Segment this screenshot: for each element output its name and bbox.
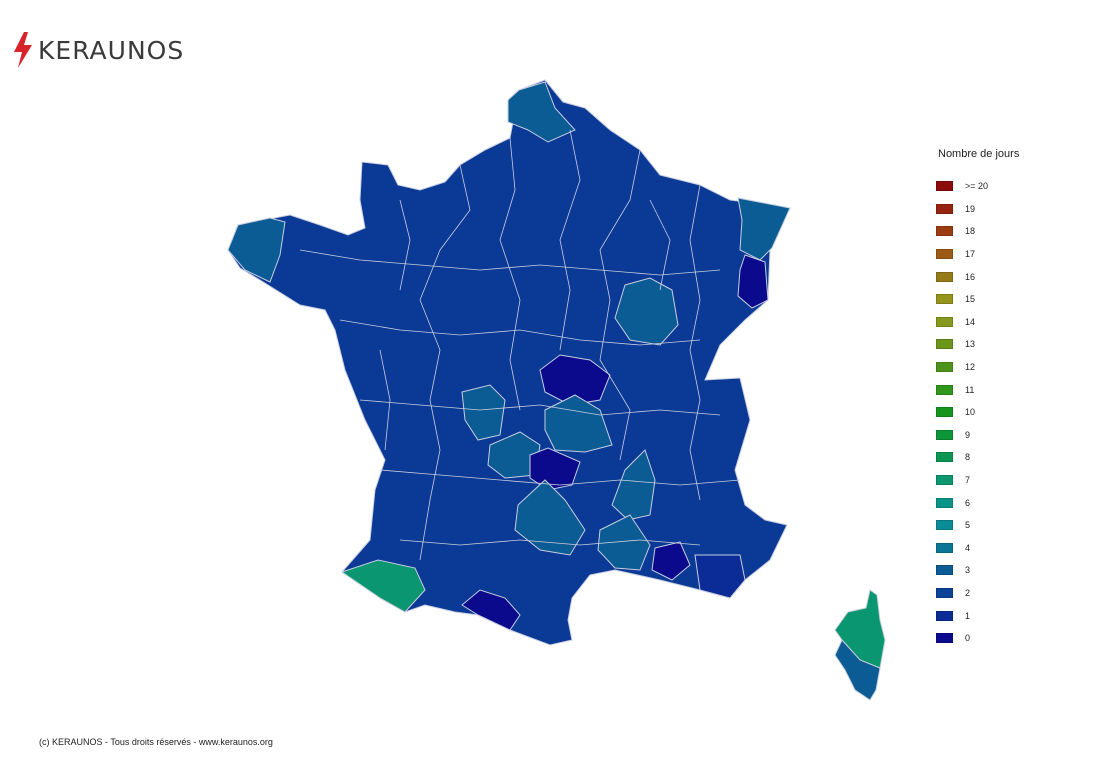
dept-creuse xyxy=(461,384,506,441)
legend-swatch xyxy=(936,407,953,418)
legend-swatch xyxy=(936,203,953,214)
france-map xyxy=(210,70,810,710)
legend-label: 19 xyxy=(965,203,976,214)
legend-item: 10 xyxy=(936,401,1076,424)
dept-gard xyxy=(597,514,651,571)
legend-swatch xyxy=(936,587,953,598)
keraunos-logo: KERAUNOS xyxy=(10,30,184,70)
department-borders xyxy=(299,129,741,561)
legend-swatch xyxy=(936,610,953,621)
legend-item: 2 xyxy=(936,582,1076,605)
legend-label: 3 xyxy=(965,565,971,576)
legend-label: 0 xyxy=(965,633,971,644)
legend-item: 13 xyxy=(936,333,1076,356)
legend-swatch xyxy=(936,497,953,508)
legend-item: 8 xyxy=(936,446,1076,469)
legend-swatch xyxy=(936,565,953,576)
dept-finistere xyxy=(227,217,286,283)
dept-haut-rhin xyxy=(737,254,769,309)
legend-label: 5 xyxy=(965,520,971,531)
dept-haute-saone xyxy=(614,277,679,346)
legend-item: >= 20 xyxy=(936,175,1076,198)
legend-items: >= 20 19 18 17 16 15 14 13 12 11 10 9 8 7 6 5 4 3 2 1 0 xyxy=(936,175,1076,649)
legend-item: 14 xyxy=(936,311,1076,334)
legend-item: 17 xyxy=(936,243,1076,266)
lightning-icon xyxy=(14,32,32,68)
dept-aveyron xyxy=(514,479,586,556)
legend-swatch xyxy=(936,384,953,395)
legend-label: 11 xyxy=(965,384,975,395)
legend-label: 6 xyxy=(965,497,971,508)
legend-item: 0 xyxy=(936,627,1076,650)
legend-swatch xyxy=(936,452,953,463)
legend-item: 3 xyxy=(936,559,1076,582)
dept-var xyxy=(694,554,746,599)
legend-swatch xyxy=(936,294,953,305)
legend-swatch xyxy=(936,226,953,237)
legend-item: 7 xyxy=(936,469,1076,492)
legend-item: 15 xyxy=(936,288,1076,311)
dept-pyrenees-atlantiques xyxy=(340,559,426,613)
legend-label: 17 xyxy=(965,249,976,260)
legend-swatch xyxy=(936,249,953,260)
corsica-shape xyxy=(834,589,886,701)
legend-item: 4 xyxy=(936,537,1076,560)
legend-swatch xyxy=(936,181,953,192)
legend-item: 1 xyxy=(936,604,1076,627)
legend-swatch xyxy=(936,271,953,282)
legend-item: 16 xyxy=(936,265,1076,288)
legend-label: 7 xyxy=(965,475,971,486)
dept-allier xyxy=(539,354,611,406)
legend-swatch xyxy=(936,339,953,350)
legend-label: 10 xyxy=(965,407,976,418)
brand-name: KERAUNOS xyxy=(38,35,185,65)
dept-ardeche xyxy=(611,449,656,521)
dept-ariege xyxy=(461,589,521,631)
legend-swatch xyxy=(936,475,953,486)
legend-title: Nombre de jours xyxy=(938,148,1020,160)
dept-cantal xyxy=(529,447,581,491)
legend-item: 18 xyxy=(936,220,1076,243)
legend-item: 12 xyxy=(936,356,1076,379)
legend-swatch xyxy=(936,362,953,373)
legend-label: 15 xyxy=(965,294,976,305)
legend-label: 18 xyxy=(965,226,976,237)
legend-label: 9 xyxy=(965,429,971,440)
legend-label: 13 xyxy=(965,339,976,350)
legend-swatch xyxy=(936,633,953,644)
legend-label: 8 xyxy=(965,452,971,463)
legend: Nombre de jours >= 20 19 18 17 16 15 14 13 12 11 1… xyxy=(936,148,1076,649)
dept-bas-rhin xyxy=(737,197,791,261)
dept-nord-west xyxy=(507,81,576,143)
legend-swatch xyxy=(936,429,953,440)
legend-label: 2 xyxy=(965,587,971,598)
legend-swatch xyxy=(936,520,953,531)
legend-label: 14 xyxy=(965,316,976,327)
legend-label: >= 20 xyxy=(965,181,989,192)
legend-swatch xyxy=(936,316,953,327)
copyright-footer: (c) KERAUNOS - Tous droits réservés - ww… xyxy=(39,737,273,747)
legend-item: 5 xyxy=(936,514,1076,537)
legend-label: 1 xyxy=(965,610,971,621)
legend-item: 6 xyxy=(936,491,1076,514)
legend-item: 19 xyxy=(936,198,1076,221)
legend-swatch xyxy=(936,542,953,553)
corse-du-sud xyxy=(834,639,881,701)
corsica-map xyxy=(830,585,890,703)
dept-puy-de-dome xyxy=(544,394,613,453)
legend-label: 12 xyxy=(965,362,976,373)
legend-item: 9 xyxy=(936,424,1076,447)
departments-map xyxy=(227,79,791,646)
legend-label: 16 xyxy=(965,271,976,282)
legend-item: 11 xyxy=(936,378,1076,401)
legend-label: 4 xyxy=(965,542,971,553)
